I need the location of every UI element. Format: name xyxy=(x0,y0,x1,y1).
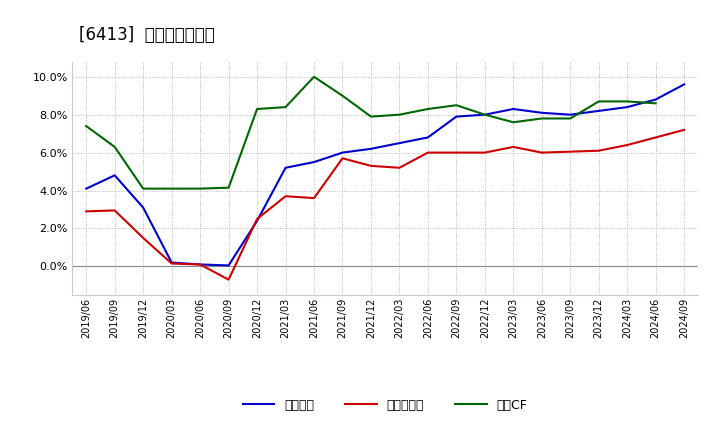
営業CF xyxy=(423,106,432,112)
経常利益 xyxy=(480,112,489,117)
当期純利益 xyxy=(167,261,176,266)
経常利益 xyxy=(225,263,233,268)
営業CF xyxy=(196,186,204,191)
営業CF xyxy=(652,101,660,106)
当期純利益 xyxy=(253,216,261,222)
当期純利益 xyxy=(139,235,148,241)
経常利益 xyxy=(537,110,546,115)
Legend: 経常利益, 当期純利益, 営業CF: 経常利益, 当期純利益, 営業CF xyxy=(243,399,528,412)
当期純利益 xyxy=(623,143,631,148)
当期純利益 xyxy=(652,135,660,140)
当期純利益 xyxy=(480,150,489,155)
営業CF xyxy=(82,124,91,129)
当期純利益 xyxy=(395,165,404,170)
営業CF xyxy=(110,144,119,150)
当期純利益 xyxy=(310,195,318,201)
営業CF xyxy=(395,112,404,117)
当期純利益 xyxy=(82,209,91,214)
Line: 経常利益: 経常利益 xyxy=(86,84,684,265)
営業CF xyxy=(509,120,518,125)
経常利益 xyxy=(338,150,347,155)
経常利益 xyxy=(652,97,660,102)
営業CF xyxy=(537,116,546,121)
営業CF xyxy=(566,116,575,121)
経常利益 xyxy=(310,159,318,165)
経常利益 xyxy=(167,260,176,265)
当期純利益 xyxy=(423,150,432,155)
営業CF xyxy=(282,104,290,110)
営業CF xyxy=(452,103,461,108)
当期純利益 xyxy=(595,148,603,154)
営業CF xyxy=(623,99,631,104)
当期純利益 xyxy=(452,150,461,155)
営業CF xyxy=(595,99,603,104)
当期純利益 xyxy=(282,194,290,199)
Line: 当期純利益: 当期純利益 xyxy=(86,130,684,280)
経常利益 xyxy=(282,165,290,170)
当期純利益 xyxy=(680,127,688,132)
経常利益 xyxy=(623,104,631,110)
当期純利益 xyxy=(537,150,546,155)
経常利益 xyxy=(680,82,688,87)
経常利益 xyxy=(139,205,148,210)
Line: 営業CF: 営業CF xyxy=(86,77,656,189)
営業CF xyxy=(366,114,375,119)
Text: [6413]  マージンの推移: [6413] マージンの推移 xyxy=(79,26,215,44)
当期純利益 xyxy=(196,262,204,267)
当期純利益 xyxy=(110,208,119,213)
営業CF xyxy=(225,185,233,191)
経常利益 xyxy=(110,173,119,178)
営業CF xyxy=(338,93,347,99)
当期純利益 xyxy=(566,149,575,154)
営業CF xyxy=(253,106,261,112)
経常利益 xyxy=(595,108,603,114)
当期純利益 xyxy=(509,144,518,150)
当期純利益 xyxy=(338,156,347,161)
経常利益 xyxy=(566,112,575,117)
経常利益 xyxy=(509,106,518,112)
経常利益 xyxy=(395,140,404,146)
経常利益 xyxy=(196,262,204,267)
経常利益 xyxy=(423,135,432,140)
当期純利益 xyxy=(225,277,233,282)
当期純利益 xyxy=(366,163,375,169)
経常利益 xyxy=(452,114,461,119)
経常利益 xyxy=(82,186,91,191)
経常利益 xyxy=(253,218,261,224)
営業CF xyxy=(167,186,176,191)
営業CF xyxy=(480,112,489,117)
経常利益 xyxy=(366,146,375,151)
営業CF xyxy=(139,186,148,191)
営業CF xyxy=(310,74,318,79)
